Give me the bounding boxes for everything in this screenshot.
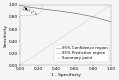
Point — [28, 10, 30, 11]
Point — [25, 7, 27, 9]
Point — [32, 10, 34, 12]
X-axis label: 1 - Specificity: 1 - Specificity — [51, 73, 80, 77]
Point — [23, 7, 25, 8]
Point — [30, 12, 32, 13]
Point — [25, 8, 27, 9]
Y-axis label: Sensitivity: Sensitivity — [3, 24, 7, 46]
Point — [34, 12, 36, 13]
Point — [35, 13, 37, 15]
Point — [24, 6, 26, 7]
Point — [25, 8, 27, 9]
Point — [22, 9, 24, 10]
Point — [26, 9, 28, 10]
Legend: 95% Confidence region, 95% Prediction region, Summary point: 95% Confidence region, 95% Prediction re… — [54, 45, 109, 62]
